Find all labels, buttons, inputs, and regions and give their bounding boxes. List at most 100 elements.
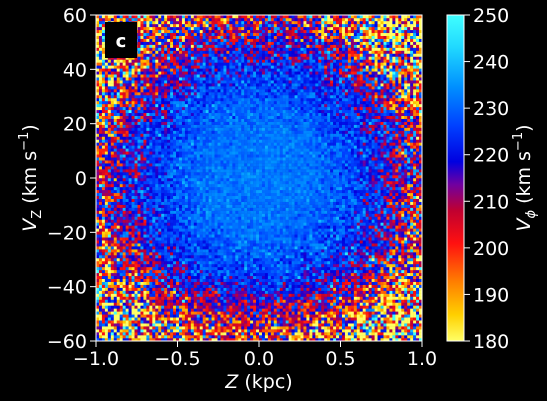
heatmap-cell — [214, 332, 218, 336]
heatmap-cell — [253, 207, 257, 211]
heatmap-cell — [235, 207, 239, 211]
heatmap-cell — [282, 234, 286, 238]
heatmap-cell — [407, 263, 411, 268]
heatmap-cell — [288, 287, 292, 291]
heatmap-cell — [253, 225, 257, 229]
heatmap-cell — [244, 314, 248, 318]
heatmap-cell — [330, 249, 334, 253]
heatmap-cell — [383, 278, 387, 282]
heatmap-cell — [149, 296, 153, 300]
heatmap-cell — [247, 305, 251, 309]
heatmap-cell — [146, 326, 150, 330]
heatmap-cell — [164, 329, 168, 333]
heatmap-cell — [383, 284, 387, 288]
heatmap-cell — [294, 222, 298, 226]
heatmap-cell — [389, 210, 393, 214]
heatmap-cell — [309, 326, 313, 330]
heatmap-cell — [350, 249, 355, 253]
heatmap-cell — [270, 335, 275, 339]
heatmap-cell — [116, 210, 120, 214]
heatmap-cell — [297, 287, 301, 291]
heatmap-cell — [389, 266, 393, 271]
heatmap-cell — [170, 222, 174, 226]
heatmap-cell — [199, 222, 203, 226]
heatmap-cell — [359, 263, 363, 268]
heatmap-cell — [161, 234, 165, 238]
heatmap-cell — [247, 338, 251, 342]
heatmap-cell — [259, 278, 263, 282]
heatmap-cell — [291, 234, 295, 238]
heatmap-cell — [356, 219, 361, 223]
heatmap-cell — [365, 231, 369, 235]
heatmap-cell — [184, 284, 189, 288]
heatmap-cell — [211, 263, 215, 268]
heatmap-cell — [241, 296, 245, 300]
heatmap-cell — [232, 228, 236, 232]
heatmap-cell — [333, 213, 337, 217]
heatmap-cell — [232, 246, 236, 250]
heatmap-cell — [300, 275, 304, 280]
heatmap-cell — [167, 272, 171, 277]
heatmap-cell — [223, 293, 227, 297]
heatmap-cell — [149, 281, 153, 285]
heatmap-cell — [407, 249, 411, 253]
heatmap-cell — [140, 320, 144, 324]
heatmap-cell — [386, 323, 390, 327]
heatmap-cell — [318, 272, 322, 277]
heatmap-cell — [294, 260, 298, 265]
heatmap-cell — [398, 290, 402, 294]
heatmap-cell — [386, 326, 390, 330]
heatmap-cell — [253, 255, 257, 259]
heatmap-cell — [214, 281, 218, 285]
heatmap-cell — [309, 213, 313, 217]
heatmap-cell — [161, 246, 165, 250]
heatmap-cell — [178, 308, 183, 312]
heatmap-cell — [199, 219, 203, 223]
heatmap-cell — [267, 317, 272, 321]
heatmap-cell — [371, 302, 375, 306]
heatmap-cell — [211, 275, 215, 280]
heatmap-cell — [173, 287, 177, 291]
heatmap-cell — [297, 308, 301, 312]
heatmap-cell — [297, 252, 301, 256]
heatmap-cell — [327, 335, 331, 339]
heatmap-cell — [101, 219, 106, 223]
heatmap-cell — [104, 219, 109, 223]
heatmap-cell — [282, 314, 286, 318]
heatmap-cell — [98, 299, 103, 303]
heatmap-cell — [270, 326, 275, 330]
heatmap-cell — [256, 278, 260, 282]
heatmap-cell — [288, 222, 292, 226]
heatmap-cell — [161, 240, 165, 244]
heatmap-cell — [288, 219, 292, 223]
heatmap-cell — [167, 269, 171, 274]
heatmap-cell — [303, 234, 307, 238]
heatmap-cell — [107, 260, 112, 265]
heatmap-cell — [193, 317, 198, 321]
heatmap-cell — [161, 308, 165, 312]
heatmap-cell — [383, 260, 387, 265]
heatmap-cell — [380, 266, 384, 271]
heatmap-cell — [211, 216, 215, 220]
heatmap-cell — [220, 216, 224, 220]
heatmap-cell — [306, 278, 310, 282]
heatmap-cell — [285, 299, 289, 303]
heatmap-cell — [309, 210, 313, 214]
heatmap-cell — [359, 228, 363, 232]
heatmap-cell — [137, 326, 141, 330]
heatmap-cell — [347, 275, 352, 280]
heatmap-cell — [256, 320, 260, 324]
heatmap-cell — [392, 207, 396, 211]
heatmap-cell — [374, 243, 378, 247]
heatmap-cell — [113, 284, 117, 288]
heatmap-cell — [324, 335, 328, 339]
heatmap-cell — [318, 278, 322, 282]
heatmap-cell — [131, 299, 135, 303]
heatmap-cell — [279, 219, 283, 223]
heatmap-cell — [220, 338, 224, 342]
heatmap-cell — [101, 266, 106, 271]
heatmap-cell — [339, 237, 343, 241]
heatmap-cell — [104, 269, 109, 274]
heatmap-cell — [404, 240, 408, 244]
heatmap-cell — [344, 219, 349, 223]
